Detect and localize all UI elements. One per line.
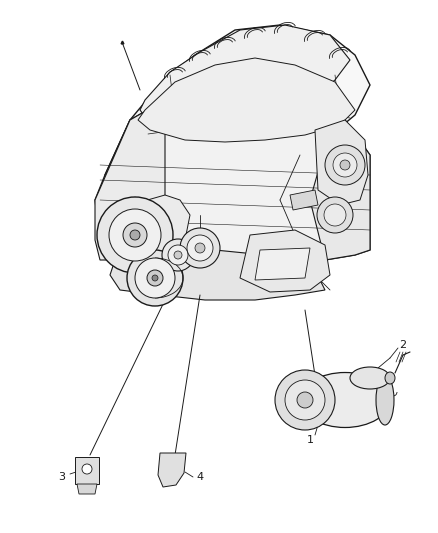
Polygon shape: [255, 248, 310, 280]
Circle shape: [174, 251, 182, 259]
Circle shape: [333, 153, 357, 177]
Polygon shape: [290, 190, 318, 210]
Polygon shape: [158, 453, 186, 487]
Circle shape: [123, 223, 147, 247]
Circle shape: [135, 258, 175, 298]
Circle shape: [195, 243, 205, 253]
Circle shape: [297, 392, 313, 408]
Polygon shape: [140, 25, 350, 135]
Circle shape: [162, 239, 194, 271]
Polygon shape: [95, 100, 165, 260]
Circle shape: [147, 270, 163, 286]
Circle shape: [127, 250, 183, 306]
Polygon shape: [105, 25, 370, 200]
Circle shape: [325, 145, 365, 185]
Ellipse shape: [350, 367, 390, 389]
Ellipse shape: [300, 373, 390, 427]
Ellipse shape: [376, 375, 394, 425]
Polygon shape: [315, 120, 368, 205]
Text: 2: 2: [399, 340, 406, 350]
Circle shape: [187, 235, 213, 261]
Polygon shape: [138, 58, 355, 142]
Polygon shape: [240, 230, 330, 292]
Circle shape: [109, 209, 161, 261]
Text: 4: 4: [196, 472, 204, 482]
Polygon shape: [110, 250, 325, 300]
Polygon shape: [310, 120, 370, 260]
Polygon shape: [75, 457, 99, 484]
Polygon shape: [118, 195, 190, 268]
Text: 3: 3: [59, 472, 66, 482]
Text: 1: 1: [307, 435, 314, 445]
Circle shape: [152, 275, 158, 281]
Circle shape: [82, 464, 92, 474]
Circle shape: [285, 380, 325, 420]
Circle shape: [130, 230, 140, 240]
Polygon shape: [95, 80, 370, 270]
Circle shape: [168, 245, 188, 265]
Ellipse shape: [385, 372, 395, 384]
Circle shape: [180, 228, 220, 268]
Circle shape: [97, 197, 173, 273]
Polygon shape: [77, 484, 97, 494]
Circle shape: [324, 204, 346, 226]
Circle shape: [275, 370, 335, 430]
Circle shape: [317, 197, 353, 233]
Circle shape: [340, 160, 350, 170]
